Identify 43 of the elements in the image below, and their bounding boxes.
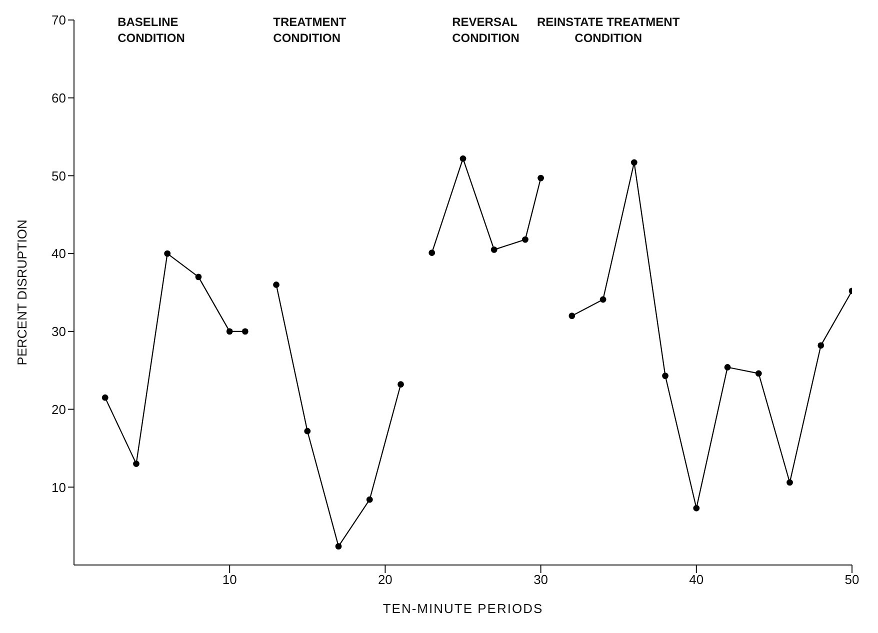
point [600, 296, 606, 303]
point [195, 274, 202, 280]
x-tick-label: 10 [222, 572, 237, 588]
point [818, 342, 824, 349]
point [164, 250, 171, 257]
point [538, 174, 544, 182]
point [398, 381, 404, 388]
point [755, 370, 762, 377]
x-tick-label: 40 [689, 572, 704, 588]
point [724, 364, 731, 370]
y-axis-title: PERCENT DISRUPTION [14, 220, 30, 366]
point [366, 496, 373, 503]
point [662, 372, 668, 380]
point [460, 155, 466, 162]
annotation: REVERSAL CONDITION [452, 15, 520, 45]
x-tick-label: 20 [378, 572, 392, 588]
annotation: REINSTATE TREATMENT CONDITION [537, 15, 680, 45]
point [630, 159, 638, 166]
point [226, 328, 233, 335]
y-tick-label: 50 [52, 168, 66, 184]
y-tick-label: 40 [52, 246, 66, 262]
point [693, 504, 700, 512]
point [568, 312, 576, 320]
x-tick-label: 30 [534, 572, 548, 588]
y-tick-label: 60 [52, 90, 66, 106]
point [304, 428, 311, 434]
y-tick-label: 30 [52, 324, 66, 340]
point [522, 236, 528, 243]
annotation: BASELINE CONDITION [118, 15, 185, 45]
annotation: TREATMENT CONDITION [273, 15, 347, 45]
x-tick-label: 50 [844, 572, 860, 588]
point [786, 479, 793, 486]
y-tick-label: 20 [52, 402, 66, 417]
y-tick-label: 10 [52, 480, 66, 495]
x-axis-title: TEN-MINUTE PERIODS [382, 601, 544, 616]
point [242, 328, 248, 335]
point [490, 246, 498, 253]
point [133, 460, 140, 467]
point [335, 543, 342, 550]
point [102, 394, 108, 401]
point [428, 250, 436, 256]
point [273, 282, 280, 288]
y-tick-label: 70 [52, 12, 66, 28]
